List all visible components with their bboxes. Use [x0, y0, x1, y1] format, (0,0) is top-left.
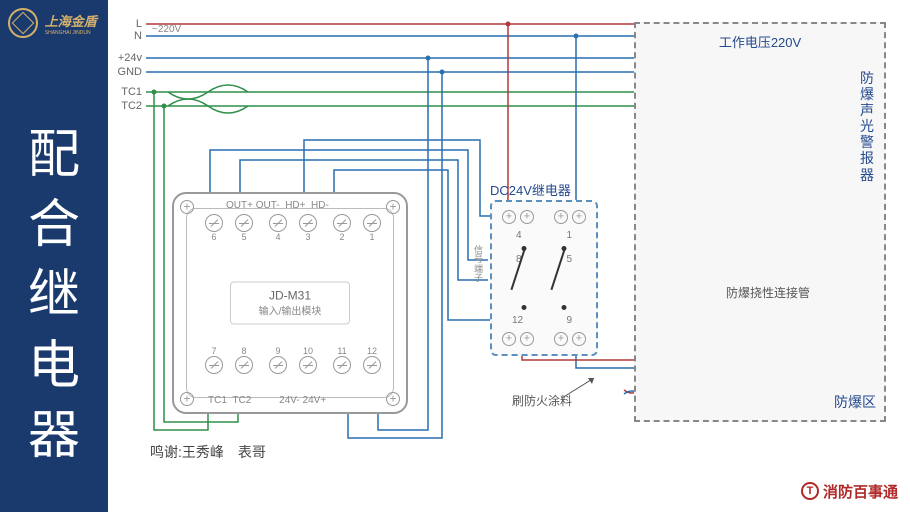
module-bottom-terminals: 7 8 9 10 11 12 [202, 346, 378, 392]
brand-en: SHANGHAI JINDUN [45, 30, 97, 36]
footer-brand: 消防百事通 [801, 481, 898, 502]
module-bottom-group-labels: TC1 TC2 24V- 24V+ [208, 395, 326, 406]
brand-cn: 上海金盾 [45, 11, 97, 30]
screw-icon [180, 200, 194, 214]
screw-icon [386, 200, 400, 214]
relay-terminal [520, 332, 534, 346]
relay-pin-label: 12 [512, 315, 523, 326]
relay-terminal [572, 332, 586, 346]
relay-switch-icon [514, 246, 534, 310]
credits: 鸣谢:王秀峰 表哥 [150, 442, 266, 462]
page-title-vertical: 配合继电器 [18, 120, 90, 471]
relay-terminal [554, 210, 568, 224]
relay-terminal [502, 210, 516, 224]
relay-side-label: 信号端子 [474, 246, 486, 284]
explosion-zone-label: 防爆区 [834, 392, 876, 412]
screw-icon [386, 392, 400, 406]
relay-terminal [554, 332, 568, 346]
io-module: OUT+ OUT- HD+ HD- 6 5 4 3 2 1 JD-M31 输入/… [172, 192, 408, 414]
relay-title: DC24V继电器 [490, 180, 571, 199]
relay-terminal [520, 210, 534, 224]
fireproof-coating-label: 刷防火涂料 [512, 392, 572, 409]
relay-dc24v: 4 1 8 5 12 9 [490, 200, 598, 356]
wiring-diagram: L N +24v GND TC1 TC2 ~220V [108, 0, 910, 512]
footer-brand-icon [801, 482, 819, 500]
flexible-conduit-label: 防爆挠性连接管 [726, 284, 810, 301]
alarm-voltage: 工作电压220V [719, 32, 801, 51]
relay-switch-icon [554, 246, 574, 310]
brand-logo-icon [8, 8, 38, 38]
relay-terminal [572, 210, 586, 224]
module-center-label: JD-M31 输入/输出模块 [230, 282, 350, 325]
module-top-terminals: 6 5 4 3 2 1 [202, 214, 378, 260]
explosion-proof-zone: 工作电压220V 防爆声光警报器 防爆挠性连接管 防爆区 [634, 22, 886, 422]
relay-terminal [502, 332, 516, 346]
brand-logo: 上海金盾 SHANGHAI JINDUN [8, 8, 100, 44]
relay-pin-label: 1 [566, 230, 572, 241]
screw-icon [180, 392, 194, 406]
relay-pin-label: 4 [516, 230, 522, 241]
footer-brand-text: 消防百事通 [823, 484, 898, 501]
alarm-device-label: 防爆声光警报器 [860, 70, 876, 183]
left-brand-panel: 上海金盾 SHANGHAI JINDUN 配合继电器 [0, 0, 108, 512]
relay-pin-label: 9 [566, 315, 572, 326]
module-top-group-labels: OUT+ OUT- HD+ HD- [226, 200, 329, 211]
